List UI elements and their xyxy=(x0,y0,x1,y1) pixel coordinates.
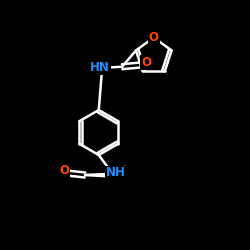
Text: O: O xyxy=(149,31,159,44)
Text: NH: NH xyxy=(106,166,126,179)
Text: HN: HN xyxy=(90,61,110,74)
Text: O: O xyxy=(59,164,69,177)
Text: O: O xyxy=(142,56,152,69)
